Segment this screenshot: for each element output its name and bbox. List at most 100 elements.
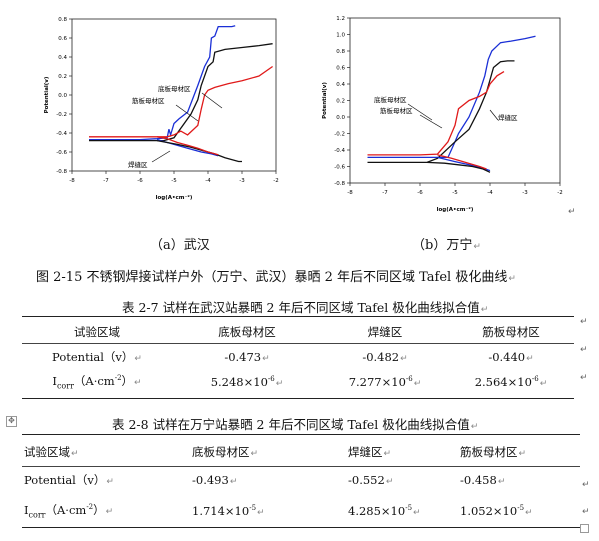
x-tick-label: -8	[69, 178, 75, 184]
y-tick-label: -0.8	[56, 169, 67, 175]
subcaption-a: （a）武汉	[150, 238, 210, 253]
table2-header: 筋板母材区↵	[460, 444, 527, 459]
series-line	[367, 60, 515, 164]
table1-header: 试验区域	[74, 324, 120, 339]
annotation-arrow	[201, 92, 223, 109]
table2-header: 底板母材区↵	[192, 444, 259, 459]
x-axis-label: log(A•cm⁻²)	[437, 206, 474, 213]
table2-cell: 1.714×10-5↵	[192, 504, 265, 518]
table1-cell: 5.248×10-6↵	[210, 374, 284, 389]
x-tick-label: -4	[487, 190, 493, 196]
series-line	[89, 25, 236, 141]
table2-mid-rule	[22, 466, 580, 467]
table2-cell: 4.285×10-5↵	[348, 504, 421, 518]
table1: 试验区域 底板母材区 焊缝区 筋板母材区 Potential（v）↵ -0.47…	[22, 319, 574, 394]
y-tick-label: 1.2	[336, 16, 345, 22]
table2-row: Icorr（A·cm-2）↵ 1.714×10-5↵ 4.285×10-5↵ 1…	[24, 496, 582, 526]
table1-header: 底板母材区	[218, 324, 276, 339]
table1-row-label: Icorr（A·cm-2）↵	[52, 373, 142, 391]
y-tick-label: 0.4	[336, 82, 345, 88]
table2-top-rule	[22, 434, 580, 435]
x-tick-label: -8	[347, 190, 353, 196]
y-tick-label: 0.0	[336, 115, 345, 121]
table2-row-label: Potential（v）↵	[24, 473, 114, 487]
y-tick-label: 0.6	[58, 36, 67, 42]
x-tick-label: -5	[452, 190, 458, 196]
table1-mid-rule	[22, 343, 574, 344]
chart-wanning: -8 -7 -6 -5 -4 -3 -2 1.2 1.0 0.8 0.6 0.4 0.2 0.0 -0.2 -…	[312, 12, 567, 226]
table1-row: Potential（v）↵ -0.473↵ -0.482↵ -0.440↵	[22, 344, 574, 369]
y-tick-label: 0.8	[58, 17, 67, 23]
table1-header-row: 试验区域 底板母材区 焊缝区 筋板母材区	[22, 319, 574, 344]
x-tick-label: -7	[103, 178, 109, 184]
y-axis-label: Potential(v)	[44, 76, 50, 113]
y-tick-label: 0.8	[336, 49, 345, 55]
y-tick-label: -0.4	[334, 148, 345, 154]
y-tick-label: -0.2	[334, 132, 345, 138]
table2-row: Potential（v）↵ -0.493↵ -0.552↵ -0.458↵	[24, 464, 582, 496]
series-line	[89, 43, 273, 142]
table2-cell: -0.458↵	[460, 473, 506, 487]
return-mark: ↵	[568, 207, 576, 217]
y-tick-label: -0.2	[56, 112, 67, 118]
series-line	[89, 65, 273, 138]
table1-header: 筋板母材区	[482, 324, 540, 339]
table2-header-row: 试验区域↵ 底板母材区↵ 焊缝区↵ 筋板母材区↵	[24, 439, 582, 464]
series-line	[367, 71, 505, 156]
y-tick-label: 0.0	[58, 93, 67, 99]
table2-title: 表 2-8 试样在万宁站暴晒 2 年后不同区域 Tafel 极化曲线拟合值↵	[112, 417, 479, 432]
x-tick-label: -2	[557, 190, 562, 196]
table1-cell: -0.482↵	[362, 349, 408, 364]
y-tick-label: -0.8	[334, 181, 345, 187]
table1-bottom-rule	[22, 398, 574, 399]
annotation-label: 筋板母材区	[132, 96, 165, 105]
annotation-arrow	[151, 150, 171, 163]
subcaption-b: （b）万宁↵	[412, 238, 481, 253]
y-tick-label: -0.6	[56, 150, 67, 156]
annotation-label: 焊缝区	[498, 113, 518, 122]
y-tick-label: -0.4	[56, 131, 67, 137]
y-tick-label: -0.6	[334, 165, 345, 171]
y-tick-label: 0.2	[336, 99, 345, 105]
table2-cell: 1.052×10-5↵	[460, 504, 533, 518]
series-line	[426, 161, 491, 173]
table1-header: 焊缝区	[367, 324, 403, 339]
table1-row-label: Potential（v）↵	[52, 349, 142, 364]
y-tick-label: 0.6	[336, 66, 345, 72]
annotation-label: 底板母材区	[158, 84, 191, 93]
x-axis-label: log(A•cm⁻²)	[156, 194, 193, 201]
row-end-mark: ↵	[582, 507, 590, 517]
figure-caption: 图 2-15 不锈钢焊接试样户外（万宁、武汉）暴晒 2 年后不同区域 Tafel…	[36, 270, 516, 285]
y-tick-label: 1.0	[336, 33, 345, 39]
table2: 试验区域↵ 底板母材区↵ 焊缝区↵ 筋板母材区↵ Potential（v）↵ -…	[24, 439, 582, 526]
y-tick-label: 0.4	[58, 55, 67, 61]
table1-title: 表 2-7 试样在武汉站暴晒 2 年后不同区域 Tafel 极化曲线拟合值↵	[122, 300, 489, 315]
annotation-label: 底板母材区	[374, 95, 407, 104]
chart-wuhan: -8 -7 -6 -5 -4 -3 -2 0.8 0.6 0.4 0.2 0.0 -0.2 -0.4 -0.…	[40, 15, 295, 224]
table2-header: 试验区域↵	[24, 444, 79, 459]
row-end-mark: ↵	[580, 345, 588, 355]
annotation-label: 筋板母材区	[380, 106, 413, 115]
table1-cell: 7.277×10-6↵	[348, 374, 422, 389]
x-tick-label: -3	[239, 178, 245, 184]
table1-cell: -0.440↵	[488, 349, 534, 364]
x-tick-label: -4	[205, 178, 211, 184]
x-tick-label: -2	[273, 178, 278, 184]
annotation-arrow	[419, 114, 443, 129]
table-move-handle-icon[interactable]: ✥	[6, 416, 17, 427]
x-tick-label: -7	[382, 190, 388, 196]
table-resize-handle-icon[interactable]	[580, 524, 589, 533]
series-line	[437, 154, 487, 170]
x-tick-label: -6	[137, 178, 143, 184]
row-end-mark: ↵	[582, 480, 590, 490]
table2-header: 焊缝区↵	[348, 444, 392, 459]
annotation-arrow	[489, 109, 499, 121]
table2-cell: -0.493↵	[192, 473, 238, 487]
annotation-label: 焊缝区	[128, 160, 148, 169]
chart-wanning-svg: -8 -7 -6 -5 -4 -3 -2 1.2 1.0 0.8 0.6 0.4 0.2 0.0 -0.2 -…	[322, 16, 563, 213]
y-axis-label: Potential(v)	[322, 82, 328, 119]
table2-cell: -0.552↵	[348, 473, 394, 487]
table1-cell: 2.564×10-6↵	[474, 374, 548, 389]
x-tick-label: -3	[522, 190, 528, 196]
series-line	[156, 136, 219, 156]
